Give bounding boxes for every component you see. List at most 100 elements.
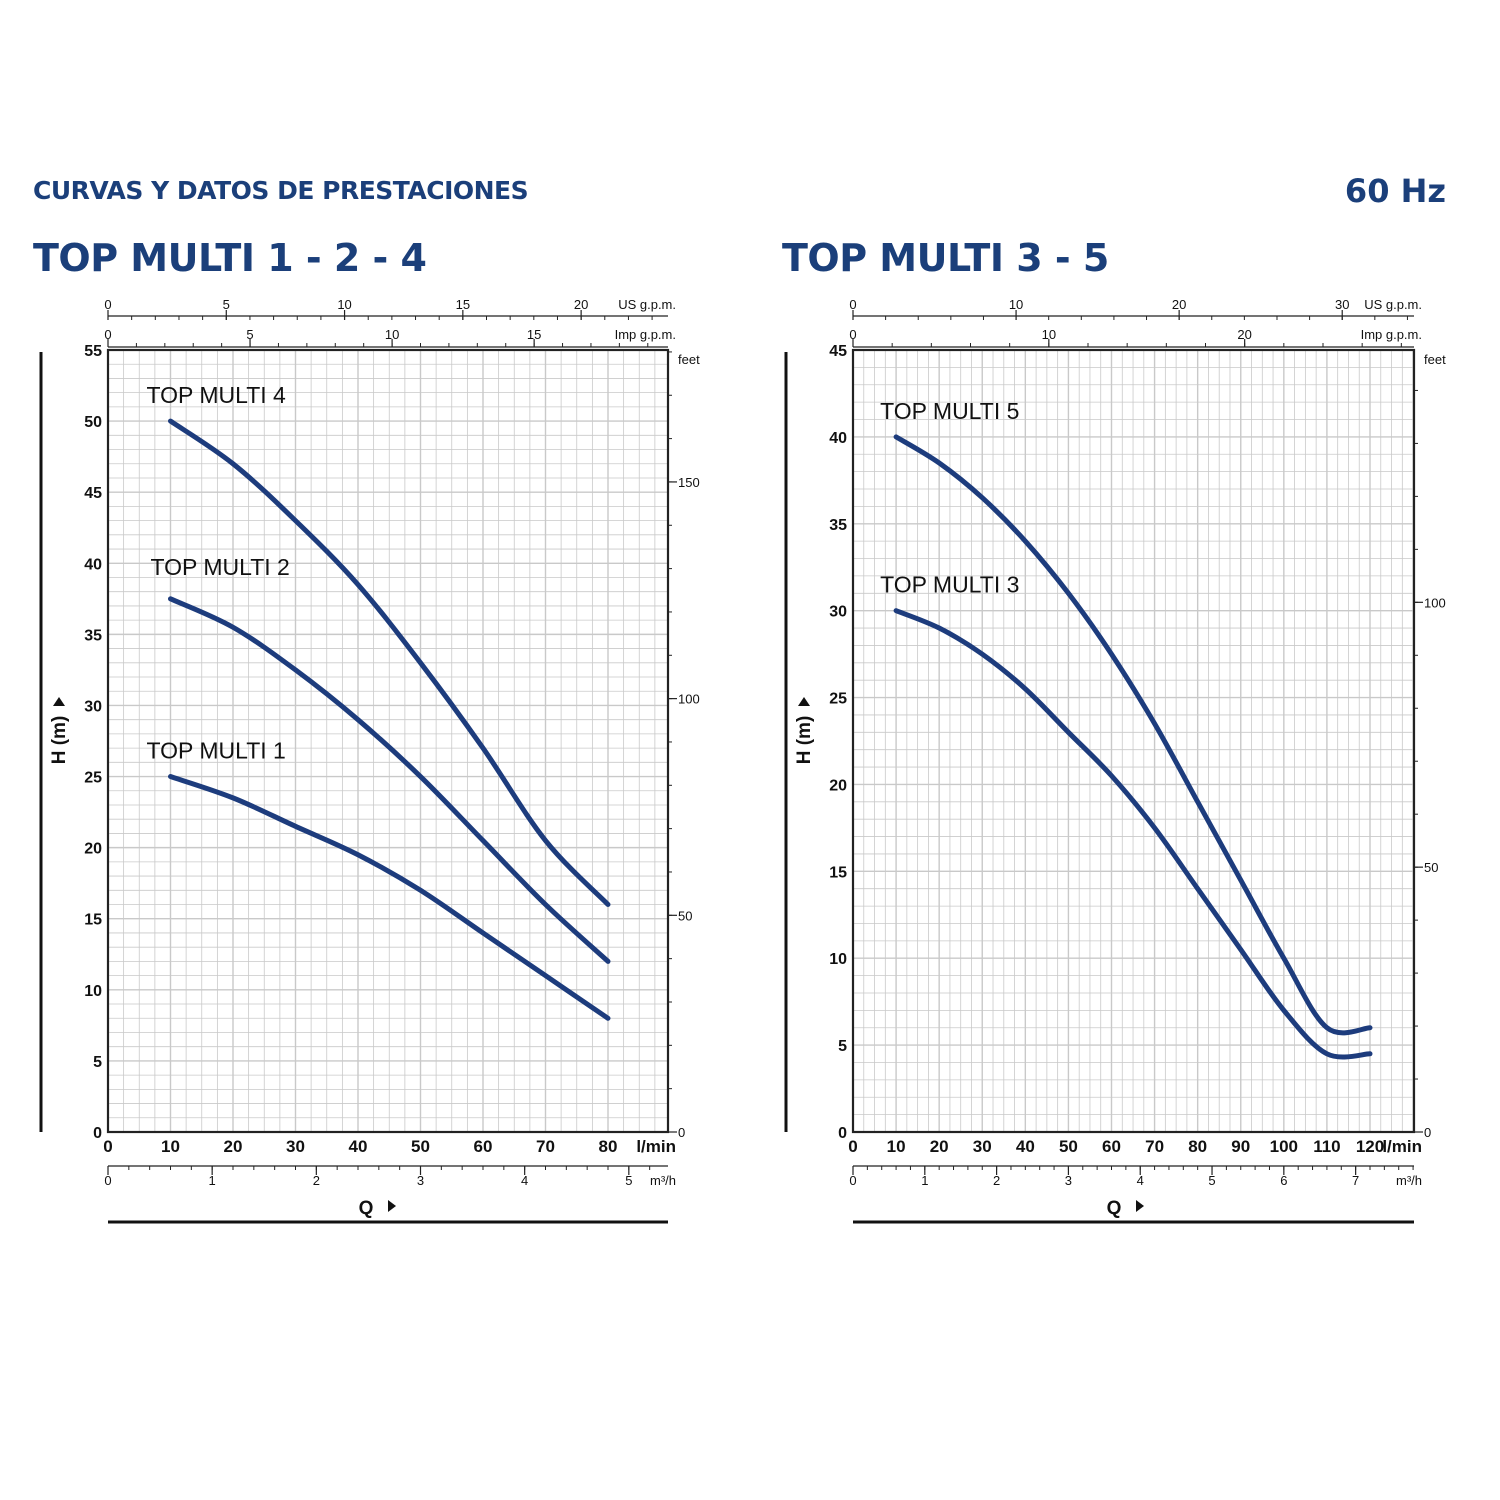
y-axis-arrow-icon bbox=[798, 697, 810, 706]
us-gpm-tick-label: 20 bbox=[1172, 297, 1186, 312]
series-curve-top-multi-1 bbox=[168, 774, 611, 1021]
y-tick-label: 35 bbox=[84, 627, 102, 644]
us-gpm-tick-label: 0 bbox=[849, 297, 856, 312]
feet-tick-label: 100 bbox=[678, 692, 700, 707]
y-tick-label: 10 bbox=[829, 951, 847, 968]
series-curve-top-multi-3 bbox=[893, 608, 1373, 1060]
x-tick-label: 0 bbox=[848, 1137, 857, 1156]
y-tick-label: 40 bbox=[84, 556, 102, 573]
plot-frame bbox=[106, 348, 670, 1134]
y-tick-label: 45 bbox=[829, 343, 847, 360]
m3h-tick-label: 4 bbox=[521, 1173, 528, 1188]
frequency-label: 60 Hz bbox=[1344, 172, 1446, 210]
y-tick-label: 35 bbox=[829, 517, 847, 534]
feet-tick-label: 0 bbox=[1424, 1125, 1431, 1140]
chart-title-right: TOP MULTI 3 - 5 bbox=[782, 236, 1109, 280]
y-tick-label: 20 bbox=[829, 777, 847, 794]
feet-unit: feet bbox=[678, 352, 700, 367]
y-tick-label: 0 bbox=[838, 1125, 847, 1142]
feet-tick-label: 100 bbox=[1424, 595, 1446, 610]
series-label: TOP MULTI 5 bbox=[880, 398, 1019, 424]
x-tick-label: 70 bbox=[536, 1137, 555, 1156]
us-gpm-tick-label: 0 bbox=[104, 297, 111, 312]
x-tick-label: 60 bbox=[474, 1137, 493, 1156]
x-unit-label: l/min bbox=[1382, 1137, 1422, 1156]
y-axis-label: H (m) bbox=[794, 716, 815, 765]
series-label: TOP MULTI 2 bbox=[151, 554, 290, 580]
x-tick-label: 90 bbox=[1231, 1137, 1250, 1156]
x-tick-label: 20 bbox=[930, 1137, 949, 1156]
x-tick-label: 70 bbox=[1145, 1137, 1164, 1156]
x-tick-label: 80 bbox=[599, 1137, 618, 1156]
y-tick-label: 55 bbox=[84, 343, 102, 360]
y-tick-label: 0 bbox=[93, 1125, 102, 1142]
x-tick-label: 30 bbox=[973, 1137, 992, 1156]
x-tick-label: 30 bbox=[286, 1137, 305, 1156]
m3h-tick-label: 2 bbox=[993, 1173, 1000, 1188]
m3h-tick-label: 5 bbox=[1208, 1173, 1215, 1188]
x-tick-label: 120 bbox=[1356, 1137, 1384, 1156]
series-label: TOP MULTI 4 bbox=[147, 382, 287, 408]
m3h-tick-label: 0 bbox=[849, 1173, 856, 1188]
feet-tick-label: 50 bbox=[678, 908, 692, 923]
us-gpm-tick-label: 10 bbox=[337, 297, 351, 312]
y-tick-label: 10 bbox=[84, 983, 102, 1000]
m3h-tick-label: 3 bbox=[417, 1173, 424, 1188]
imp-gpm-tick-label: 0 bbox=[849, 327, 856, 342]
feet-tick-label: 150 bbox=[678, 475, 700, 490]
m3h-unit: m³/h bbox=[650, 1173, 676, 1188]
feet-tick-label: 50 bbox=[1424, 860, 1438, 875]
y-tick-label: 50 bbox=[84, 414, 102, 431]
x-tick-label: 20 bbox=[224, 1137, 243, 1156]
m3h-tick-label: 6 bbox=[1280, 1173, 1287, 1188]
x-tick-label: 50 bbox=[1059, 1137, 1078, 1156]
m3h-tick-label: 0 bbox=[104, 1173, 111, 1188]
y-tick-label: 30 bbox=[829, 604, 847, 621]
imp-gpm-tick-label: 10 bbox=[1042, 327, 1056, 342]
us-gpm-tick-label: 30 bbox=[1335, 297, 1349, 312]
y-tick-label: 20 bbox=[84, 841, 102, 858]
series-label: TOP MULTI 1 bbox=[147, 738, 286, 764]
m3h-tick-label: 1 bbox=[209, 1173, 216, 1188]
y-tick-label: 40 bbox=[829, 430, 847, 447]
x-tick-label: 110 bbox=[1313, 1137, 1340, 1156]
y-tick-label: 30 bbox=[84, 698, 102, 715]
x-tick-label: 40 bbox=[349, 1137, 368, 1156]
series-label: TOP MULTI 3 bbox=[880, 572, 1019, 598]
y-tick-label: 5 bbox=[838, 1038, 847, 1055]
imp-gpm-tick-label: 5 bbox=[246, 327, 253, 342]
us-gpm-tick-label: 5 bbox=[223, 297, 230, 312]
x-axis-label: Q bbox=[359, 1198, 374, 1219]
x-axis-label: Q bbox=[1107, 1198, 1122, 1219]
imp-gpm-tick-label: 10 bbox=[385, 327, 399, 342]
y-tick-label: 45 bbox=[84, 485, 102, 502]
m3h-tick-label: 4 bbox=[1137, 1173, 1144, 1188]
imp-gpm-tick-label: 0 bbox=[104, 327, 111, 342]
y-tick-label: 15 bbox=[84, 912, 102, 929]
us-gpm-unit: US g.p.m. bbox=[618, 297, 676, 312]
y-axis-arrow-icon bbox=[53, 697, 65, 706]
imp-gpm-tick-label: 20 bbox=[1237, 327, 1251, 342]
x-tick-label: 10 bbox=[161, 1137, 180, 1156]
x-axis-arrow-icon bbox=[1136, 1200, 1144, 1212]
x-tick-label: 60 bbox=[1102, 1137, 1121, 1156]
m3h-tick-label: 7 bbox=[1352, 1173, 1359, 1188]
y-tick-label: 25 bbox=[84, 770, 102, 787]
m3h-tick-label: 2 bbox=[313, 1173, 320, 1188]
us-gpm-unit: US g.p.m. bbox=[1364, 297, 1422, 312]
x-tick-label: 80 bbox=[1188, 1137, 1207, 1156]
m3h-tick-label: 3 bbox=[1065, 1173, 1072, 1188]
y-tick-label: 5 bbox=[93, 1054, 102, 1071]
x-tick-label: 50 bbox=[411, 1137, 430, 1156]
x-tick-label: 100 bbox=[1270, 1137, 1298, 1156]
us-gpm-tick-label: 20 bbox=[574, 297, 588, 312]
x-axis-arrow-icon bbox=[388, 1200, 396, 1212]
feet-unit: feet bbox=[1424, 352, 1446, 367]
imp-gpm-tick-label: 15 bbox=[527, 327, 541, 342]
us-gpm-tick-label: 10 bbox=[1009, 297, 1023, 312]
x-tick-label: 40 bbox=[1016, 1137, 1035, 1156]
section-title: CURVAS Y DATOS DE PRESTACIONES bbox=[33, 176, 529, 205]
m3h-tick-label: 5 bbox=[625, 1173, 632, 1188]
